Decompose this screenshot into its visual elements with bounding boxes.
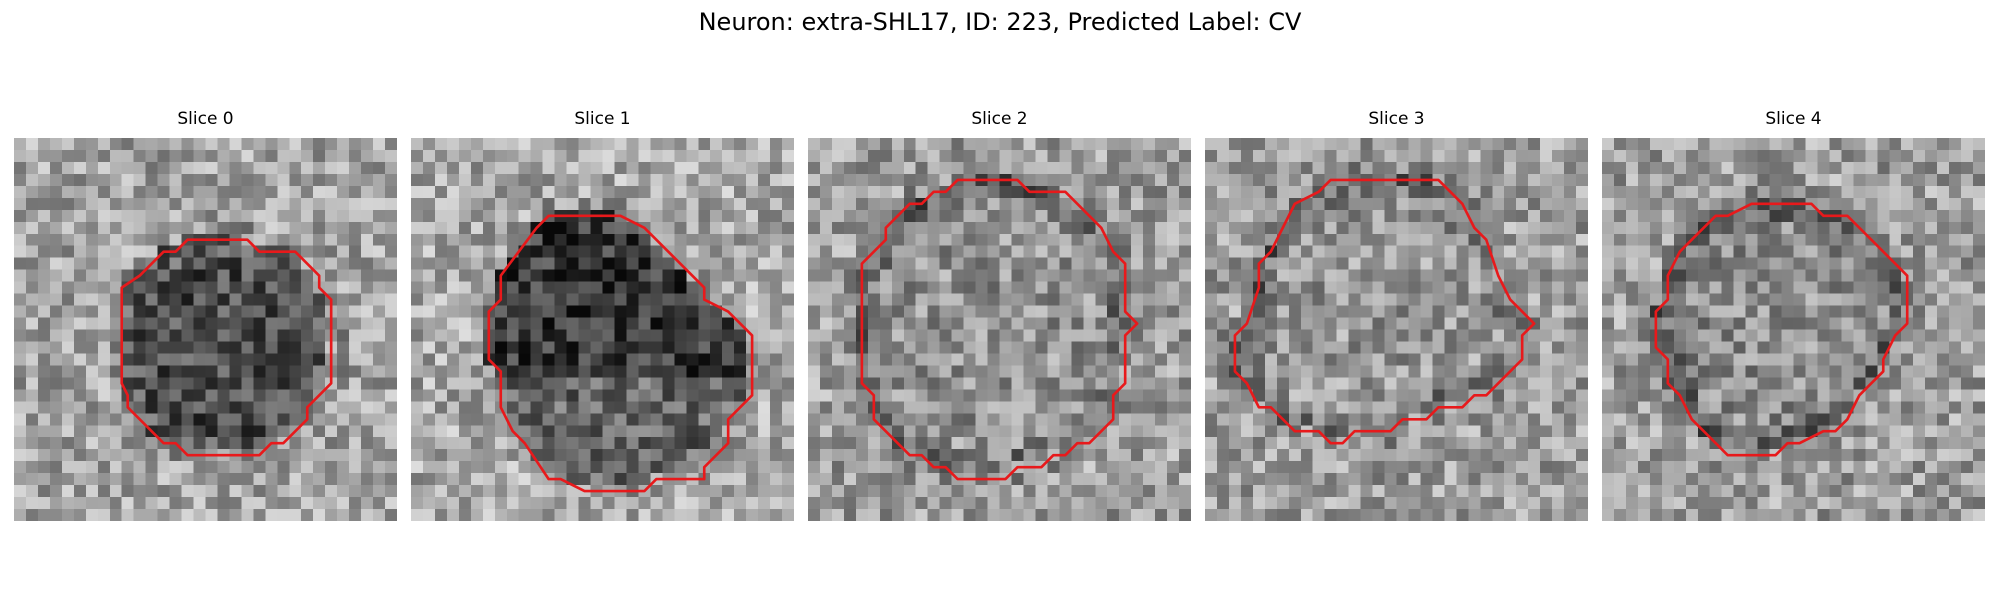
slice-image [411, 138, 794, 521]
slice-image [808, 138, 1191, 521]
slice-image [14, 138, 397, 521]
cell-contour [1654, 202, 1909, 457]
slice-title: Slice 4 [1765, 109, 1822, 129]
slice-title: Slice 2 [971, 109, 1028, 129]
figure-title: Neuron: extra-SHL17, ID: 223, Predicted … [698, 8, 1302, 36]
contour-outline [120, 238, 333, 457]
slice-panel-4: Slice 4 [1602, 108, 1985, 521]
slice-panel-3: Slice 3 [1205, 108, 1588, 521]
slice-image [1602, 138, 1985, 521]
slice-title: Slice 1 [574, 109, 631, 129]
contour-outline [860, 178, 1139, 481]
contour-outline [1654, 202, 1909, 457]
slice-panel-0: Slice 0 [14, 108, 397, 521]
cell-contour [120, 238, 333, 457]
cell-contour [1233, 178, 1536, 445]
contour-outline [487, 214, 754, 493]
slice-image [1205, 138, 1588, 521]
cell-contour [860, 178, 1139, 481]
slice-title: Slice 3 [1368, 109, 1425, 129]
cell-contour [487, 214, 754, 493]
slice-panel-1: Slice 1 [411, 108, 794, 521]
slice-title: Slice 0 [177, 109, 234, 129]
slice-panel-2: Slice 2 [808, 108, 1191, 521]
contour-outline [1233, 178, 1536, 445]
